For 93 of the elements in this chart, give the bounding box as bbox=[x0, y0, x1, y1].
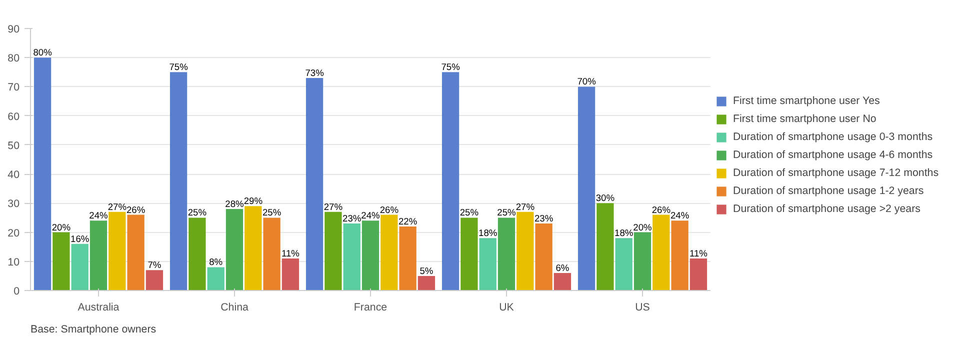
data-label: 23% bbox=[534, 214, 554, 224]
bar bbox=[146, 270, 164, 290]
text: Base: Smartphone owners bbox=[30, 324, 156, 336]
bar bbox=[362, 220, 380, 290]
data-label: 24% bbox=[670, 210, 690, 221]
bar bbox=[263, 218, 280, 290]
data-label: 20% bbox=[633, 222, 652, 232]
bar bbox=[596, 203, 614, 290]
data-label: 27% bbox=[516, 202, 534, 212]
bar bbox=[615, 238, 632, 290]
y-tick-label: 40 bbox=[8, 169, 20, 182]
data-label: 23% bbox=[342, 214, 362, 224]
data-label: 11% bbox=[281, 248, 300, 258]
bar bbox=[652, 214, 670, 290]
bar bbox=[71, 244, 88, 290]
bar bbox=[516, 212, 534, 290]
bar bbox=[34, 58, 52, 290]
data-label: 27% bbox=[324, 202, 343, 212]
data-label: 30% bbox=[596, 193, 615, 204]
bar bbox=[671, 220, 688, 290]
legend-label: First time smartphone user Yes bbox=[733, 95, 880, 107]
bar bbox=[535, 224, 552, 290]
data-label: 18% bbox=[614, 228, 634, 238]
bar bbox=[108, 212, 126, 290]
bar bbox=[226, 208, 244, 290]
bar bbox=[324, 212, 342, 290]
legend-label: Duration of smartphone usage 1-2 years bbox=[733, 185, 924, 197]
y-tick-label: 80 bbox=[8, 52, 20, 65]
bar bbox=[343, 224, 360, 290]
data-label: 26% bbox=[652, 204, 670, 215]
x-tick-label: China bbox=[220, 302, 248, 314]
y-tick-label: 0 bbox=[14, 286, 20, 298]
data-label: 73% bbox=[305, 68, 324, 78]
data-label: 70% bbox=[577, 76, 596, 87]
bar bbox=[399, 226, 416, 290]
legend-label: Duration of smartphone usage 0-3 months bbox=[733, 131, 933, 143]
bar bbox=[578, 86, 596, 290]
y-tick-label: 70 bbox=[8, 82, 20, 94]
bar bbox=[690, 258, 708, 290]
data-label: 27% bbox=[108, 202, 126, 212]
data-label: 28% bbox=[225, 198, 244, 209]
y-tick-label: 30 bbox=[8, 198, 20, 210]
legend-label: Duration of smartphone usage 7-12 months bbox=[733, 167, 939, 179]
bar bbox=[90, 220, 108, 290]
y-tick-label: 20 bbox=[8, 227, 20, 240]
data-label: 26% bbox=[380, 204, 398, 215]
data-label: 16% bbox=[70, 234, 90, 244]
bar bbox=[460, 218, 478, 290]
data-label: 20% bbox=[52, 222, 71, 232]
data-label: 25% bbox=[262, 208, 282, 218]
bar bbox=[479, 238, 496, 290]
legend-label: First time smartphone user No bbox=[733, 113, 876, 125]
data-label: 5% bbox=[420, 266, 434, 276]
bar bbox=[170, 72, 188, 290]
data-label: 25% bbox=[460, 208, 479, 218]
bar bbox=[634, 232, 652, 290]
legend-label: Duration of smartphone usage >2 years bbox=[733, 203, 920, 215]
x-tick-label: UK bbox=[499, 302, 514, 314]
y-tick-label: 50 bbox=[8, 140, 20, 152]
legend-label: Duration of smartphone usage 4-6 months bbox=[733, 149, 933, 161]
bar bbox=[188, 218, 206, 290]
x-tick-label: US bbox=[635, 302, 650, 314]
bar bbox=[554, 273, 572, 290]
x-tick-label: France bbox=[354, 302, 388, 314]
data-label: 11% bbox=[689, 248, 708, 258]
bar bbox=[380, 214, 398, 290]
data-label: 75% bbox=[169, 62, 188, 72]
data-label: 18% bbox=[478, 228, 498, 238]
y-tick-label: 60 bbox=[8, 110, 20, 123]
bar bbox=[418, 276, 436, 290]
data-label: 8% bbox=[209, 257, 223, 268]
data-label: 24% bbox=[89, 210, 108, 221]
y-tick-label: 10 bbox=[8, 256, 20, 268]
bar bbox=[498, 218, 516, 290]
bar bbox=[306, 78, 324, 290]
bar bbox=[244, 206, 262, 290]
data-label: 26% bbox=[126, 204, 146, 215]
data-label: 80% bbox=[33, 48, 52, 58]
data-label: 29% bbox=[244, 196, 262, 206]
bar bbox=[442, 72, 460, 290]
data-label: 6% bbox=[556, 263, 570, 274]
data-label: 75% bbox=[441, 62, 460, 72]
bar bbox=[282, 258, 300, 290]
bar bbox=[52, 232, 70, 290]
data-label: 7% bbox=[148, 260, 162, 270]
data-label: 25% bbox=[188, 208, 207, 218]
data-label: 24% bbox=[361, 210, 380, 221]
y-tick-label: 90 bbox=[8, 24, 20, 36]
bar bbox=[127, 214, 144, 290]
data-label: 25% bbox=[497, 208, 516, 218]
bar bbox=[207, 267, 224, 290]
data-label: 22% bbox=[398, 216, 418, 226]
x-tick-label: Australia bbox=[78, 302, 120, 314]
